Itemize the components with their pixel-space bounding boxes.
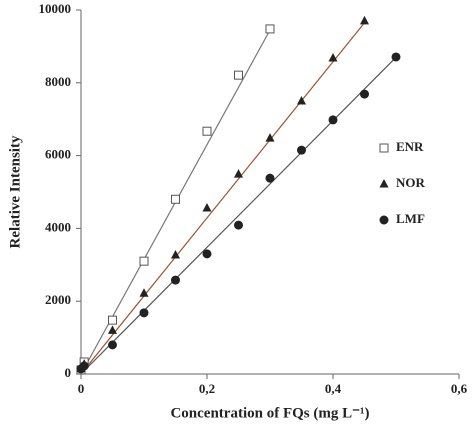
legend-marker bbox=[379, 143, 389, 153]
legend-label: LMF bbox=[396, 211, 425, 226]
data-point bbox=[297, 96, 306, 105]
x-tick-label: 0,2 bbox=[199, 381, 215, 396]
data-point bbox=[265, 133, 275, 142]
data-point bbox=[234, 220, 243, 230]
legend-label: NOR bbox=[396, 175, 426, 190]
legend-label: ENR bbox=[396, 139, 424, 154]
y-tick-label: 2000 bbox=[45, 292, 71, 307]
y-tick-label: 6000 bbox=[45, 147, 71, 162]
x-axis-title: Concentration of FQs (mg L⁻¹) bbox=[170, 405, 369, 421]
data-point bbox=[234, 169, 243, 178]
data-point bbox=[328, 115, 338, 125]
data-point bbox=[360, 15, 369, 25]
data-point bbox=[139, 308, 149, 318]
data-point bbox=[202, 203, 212, 212]
data-point bbox=[139, 288, 149, 297]
data-point bbox=[265, 173, 275, 183]
x-tick-label: 0 bbox=[78, 381, 85, 396]
x-tick-label: 0,4 bbox=[325, 381, 342, 396]
data-point bbox=[108, 325, 117, 334]
y-tick-label: 8000 bbox=[45, 74, 71, 89]
data-point bbox=[171, 275, 180, 285]
data-point bbox=[108, 340, 117, 350]
y-tick-label: 4000 bbox=[45, 219, 71, 234]
y-axis-title: Relative Intensity bbox=[7, 135, 23, 248]
data-point bbox=[297, 145, 306, 155]
x-tick-label: 0,6 bbox=[451, 381, 468, 396]
data-point bbox=[171, 249, 180, 259]
data-point bbox=[202, 126, 212, 136]
data-point bbox=[234, 70, 243, 80]
trend-line bbox=[80, 22, 365, 375]
legend-marker bbox=[379, 179, 389, 188]
y-tick-label: 10000 bbox=[39, 1, 72, 16]
data-point bbox=[139, 256, 149, 266]
data-point bbox=[171, 194, 180, 204]
data-point bbox=[360, 89, 369, 99]
data-point bbox=[328, 53, 338, 62]
data-point bbox=[79, 361, 89, 371]
data-point bbox=[202, 249, 212, 259]
y-tick-label: 0 bbox=[65, 365, 72, 380]
data-point bbox=[265, 24, 275, 34]
data-point bbox=[108, 315, 117, 325]
legend-marker bbox=[379, 215, 389, 225]
trend-line bbox=[80, 56, 397, 375]
data-point bbox=[391, 52, 401, 62]
